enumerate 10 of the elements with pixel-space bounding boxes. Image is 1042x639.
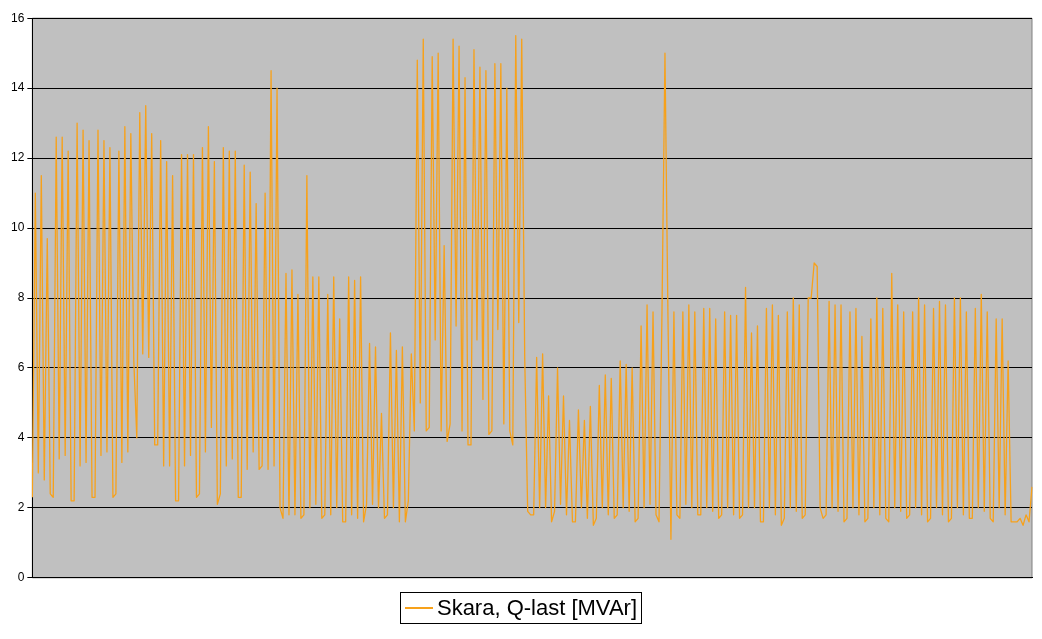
- y-tick-label: 12: [10, 150, 25, 165]
- y-tick-label: 6: [17, 360, 25, 375]
- y-tick-label: 14: [10, 80, 25, 95]
- y-tick-label: 0: [17, 570, 25, 585]
- y-tick-label: 2: [17, 500, 25, 515]
- legend-label: Skara, Q-last [MVAr]: [436, 595, 638, 621]
- y-tick-label: 16: [10, 10, 25, 25]
- y-tick-label: 10: [10, 220, 25, 235]
- y-tick-label: 8: [17, 290, 25, 305]
- y-tick-label: 4: [17, 430, 25, 445]
